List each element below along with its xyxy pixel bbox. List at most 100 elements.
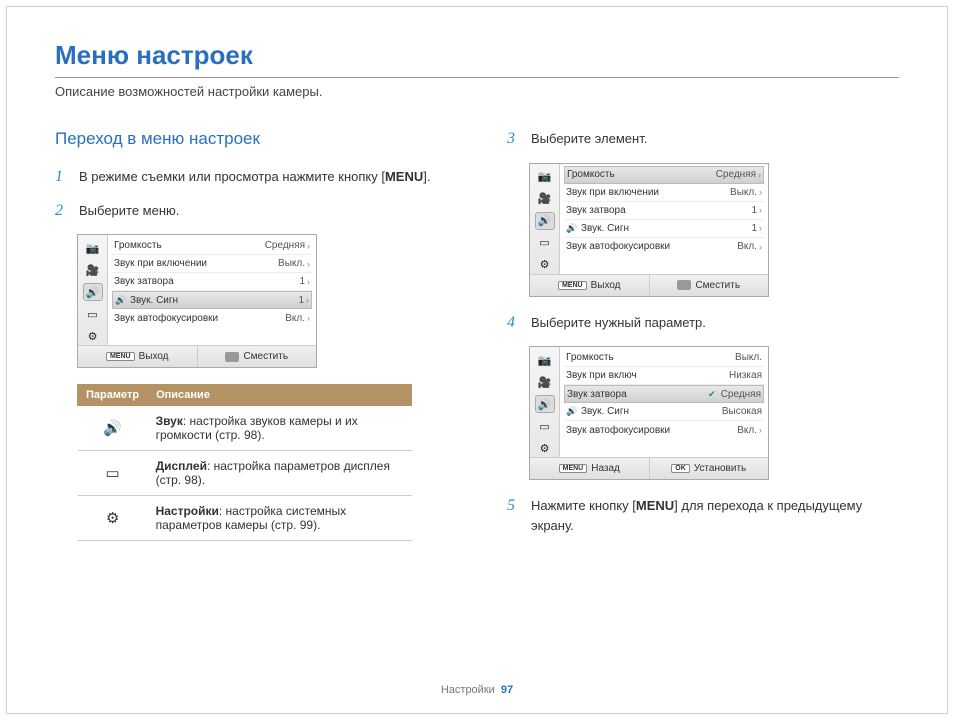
- menu-row[interactable]: Звук при включении Выкл.›: [564, 184, 764, 202]
- menu-row[interactable]: ГромкостьСредняя›: [112, 237, 312, 255]
- th-desc: Описание: [148, 385, 412, 406]
- nav-icon: [677, 280, 691, 290]
- menu-row[interactable]: Звук автофокусировки Вкл.›: [564, 238, 764, 256]
- menu-row[interactable]: Звук затвора 1›: [112, 273, 312, 291]
- row-label: Громкость: [566, 352, 614, 363]
- menu-row-selected[interactable]: 🔊Звук. Сигн1›: [112, 291, 312, 309]
- menu-key: MENU: [636, 498, 674, 513]
- foot-label: Выход: [139, 351, 169, 362]
- foot-move[interactable]: Сместить: [198, 346, 317, 367]
- section-head: Переход в меню настроек: [55, 129, 447, 149]
- menu-row[interactable]: Звук при включ Низкая: [564, 367, 764, 385]
- display-icon: ▭: [78, 451, 148, 496]
- sound-icon: 🔊: [566, 406, 578, 417]
- row-value: Выкл.›: [730, 187, 762, 198]
- check-icon: ✔: [708, 389, 716, 400]
- foot-move[interactable]: Сместить: [650, 275, 769, 296]
- row-value: Высокая: [722, 406, 762, 417]
- camera-icon: 📷: [83, 239, 103, 257]
- panel-body: 📷 🎥 🔊 ▭ ⚙ ГромкостьСредняя› Звук при вкл…: [78, 235, 316, 345]
- foot-label: Сместить: [695, 280, 740, 291]
- row-value: Выкл.›: [278, 258, 310, 269]
- page-title: Меню настроек: [55, 40, 899, 71]
- menu-badge: MENU: [558, 281, 587, 290]
- param-desc: Звук: настройка звуков камеры и их громк…: [148, 406, 412, 451]
- table-header-row: Параметр Описание: [78, 385, 412, 406]
- gear-icon: ⚙: [83, 327, 103, 345]
- menu-row[interactable]: Громкость Выкл.: [564, 349, 764, 367]
- foot-exit[interactable]: MENU Выход: [530, 275, 650, 296]
- row-value: Низкая: [729, 370, 762, 381]
- menu-badge: MENU: [106, 352, 135, 361]
- step-text: Выберите нужный параметр.: [531, 313, 706, 333]
- row-label: Громкость: [567, 169, 615, 180]
- panel-list: Громкость Средняя› Звук при включении Выкл…: [560, 164, 768, 274]
- row-label: Звук при включении: [566, 187, 659, 198]
- step-text-part: ].: [423, 169, 430, 184]
- menu-panel-2: 📷 🎥 🔊 ▭ ⚙ Громкость Средняя› Звук при вкл…: [529, 163, 769, 297]
- row-label: Звук автофокусировки: [566, 241, 670, 252]
- row-value: Средняя›: [716, 169, 761, 180]
- row-value: Вкл.›: [285, 313, 310, 324]
- right-column: 3 Выберите элемент. 📷 🎥 🔊 ▭ ⚙ ГромкостьС…: [507, 129, 899, 549]
- step-2: 2 Выберите меню.: [55, 201, 447, 221]
- foot-label: Сместить: [243, 351, 288, 362]
- row-label: 🔊Звук. Сигн: [566, 406, 629, 417]
- row-label: 🔊Звук. Сигн: [566, 223, 629, 234]
- display-icon: ▭: [535, 234, 555, 252]
- row-value: 1›: [751, 205, 762, 216]
- row-value: Вкл.›: [737, 241, 762, 252]
- row-label: Звук автофокусировки: [114, 313, 218, 324]
- row-value: Вкл.›: [737, 425, 762, 436]
- row-label: Звук при включ: [566, 370, 637, 381]
- row-label: Звук затвора: [114, 276, 174, 287]
- row-value: 1›: [299, 276, 310, 287]
- row-value: Выкл.: [735, 352, 762, 363]
- menu-row[interactable]: 🔊Звук. Сигн Высокая: [564, 403, 764, 421]
- menu-row[interactable]: 🔊Звук. Сигн1›: [564, 220, 764, 238]
- row-value: ✔Средняя: [708, 389, 761, 400]
- step-1: 1 В режиме съемки или просмотра нажмите …: [55, 167, 447, 187]
- sound-icon: 🔊: [535, 395, 555, 413]
- row-label: Звук при включении: [114, 258, 207, 269]
- menu-panel-3: 📷 🎥 🔊 ▭ ⚙ ГромкостьВыкл. Звук при включН…: [529, 346, 769, 480]
- row-value: Средняя›: [265, 240, 310, 251]
- row-label: Звук затвора: [566, 205, 626, 216]
- panel-side: 📷 🎥 🔊 ▭ ⚙: [530, 164, 560, 274]
- sound-icon: 🔊: [566, 223, 578, 234]
- gear-icon: ⚙: [535, 256, 555, 274]
- panel-list: Громкость Выкл. Звук при включ Низкая Звук…: [560, 347, 768, 457]
- menu-row[interactable]: Звук автофокусировкиВкл.›: [564, 421, 764, 439]
- video-icon: 🎥: [535, 373, 555, 391]
- foot-set[interactable]: OKУстановить: [650, 458, 769, 479]
- video-icon: 🎥: [83, 261, 103, 279]
- sound-icon: 🔊: [535, 212, 555, 230]
- sound-icon: 🔊: [115, 295, 127, 306]
- menu-row-selected[interactable]: Звук затвора✔Средняя: [564, 385, 764, 403]
- step-text: Выберите меню.: [79, 201, 179, 221]
- step-num: 1: [55, 167, 69, 186]
- columns: Переход в меню настроек 1 В режиме съемк…: [55, 129, 899, 549]
- row-value: 1›: [298, 295, 309, 306]
- panel-foot: MENUНазад OKУстановить: [530, 457, 768, 479]
- menu-row-selected[interactable]: Громкость Средняя›: [564, 166, 764, 184]
- display-icon: ▭: [83, 305, 103, 323]
- table-row: 🔊 Звук: настройка звуков камеры и их гро…: [78, 406, 412, 451]
- table-row: ⚙ Настройки: настройка системных парамет…: [78, 496, 412, 541]
- subtitle: Описание возможностей настройки камеры.: [55, 84, 899, 99]
- menu-row[interactable]: Звук при включении Выкл.›: [112, 255, 312, 273]
- foot-label: Выход: [591, 280, 621, 291]
- menu-key: MENU: [385, 169, 423, 184]
- gear-icon: ⚙: [78, 496, 148, 541]
- left-column: Переход в меню настроек 1 В режиме съемк…: [55, 129, 447, 549]
- panel-body: 📷 🎥 🔊 ▭ ⚙ ГромкостьВыкл. Звук при включН…: [530, 347, 768, 457]
- step-4: 4 Выберите нужный параметр.: [507, 313, 899, 333]
- step-text-part: В режиме съемки или просмотра нажмите кн…: [79, 169, 385, 184]
- foot-exit[interactable]: MENU Выход: [78, 346, 198, 367]
- camera-icon: 📷: [535, 168, 555, 186]
- step-text-part: Нажмите кнопку [: [531, 498, 636, 513]
- menu-row[interactable]: Звук затвора 1›: [564, 202, 764, 220]
- camera-icon: 📷: [535, 351, 555, 369]
- menu-row[interactable]: Звук автофокусировки Вкл.›: [112, 309, 312, 327]
- foot-back[interactable]: MENUНазад: [530, 458, 650, 479]
